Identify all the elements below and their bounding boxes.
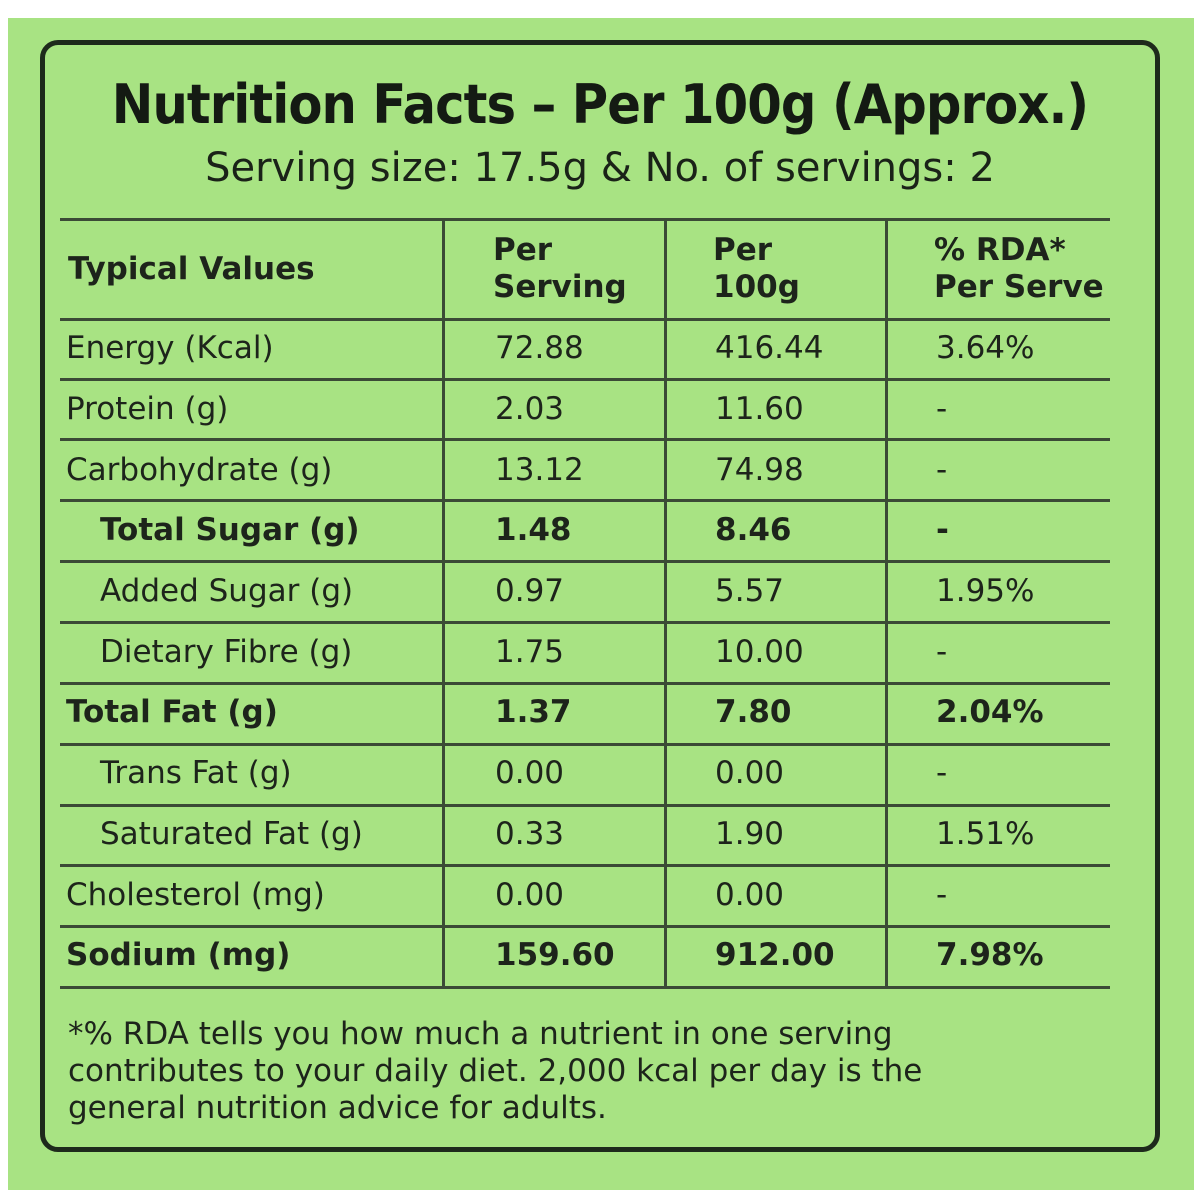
table-row: Cholesterol (mg) 0.00 0.00 - <box>60 864 1110 925</box>
nutrient-name: Total Fat (g) <box>66 694 278 731</box>
row-rule <box>60 378 1110 381</box>
per-serving-value: 72.88 <box>495 330 584 367</box>
footnote-line1: *% RDA tells you how much a nutrient in … <box>68 1016 893 1052</box>
table-row: Dietary Fibre (g) 1.75 10.00 - <box>60 621 1110 682</box>
row-rule <box>60 925 1110 928</box>
row-rule <box>60 438 1110 441</box>
rda-value: - <box>936 451 948 488</box>
table-row: Trans Fat (g) 0.00 0.00 - <box>60 743 1110 804</box>
per-100g-value: 8.46 <box>715 512 792 549</box>
per-100g-value: 74.98 <box>715 451 804 488</box>
row-rule <box>60 864 1110 867</box>
nutrient-name: Dietary Fibre (g) <box>100 633 353 670</box>
header-per-100g-line2: 100g <box>713 269 800 305</box>
per-100g-value: 0.00 <box>715 876 785 913</box>
nutrition-table: Typical Values Per Serving Per 100g % RD… <box>60 220 1110 986</box>
header-per-serving-line1: Per <box>493 232 553 268</box>
row-rule <box>60 499 1110 502</box>
header-typical-values: Typical Values <box>68 250 315 287</box>
rda-value: - <box>936 633 948 670</box>
table-header-row: Typical Values Per Serving Per 100g % RD… <box>60 220 1110 318</box>
column-divider <box>442 220 445 988</box>
nutrient-name: Carbohydrate (g) <box>66 451 333 488</box>
table-row: Energy (Kcal) 72.88 416.44 3.64% <box>60 318 1110 379</box>
rda-value: 2.04% <box>936 694 1044 731</box>
column-divider <box>885 220 888 988</box>
table-top-rule <box>60 218 1110 221</box>
table-row: Carbohydrate (g) 13.12 74.98 - <box>60 439 1110 500</box>
rda-value: 7.98% <box>936 937 1044 974</box>
per-serving-value: 1.37 <box>495 694 572 731</box>
per-serving-value: 159.60 <box>495 937 615 974</box>
nutrient-name: Protein (g) <box>66 391 229 428</box>
row-rule <box>60 743 1110 746</box>
per-serving-value: 13.12 <box>495 451 584 488</box>
table-row: Sodium (mg) 159.60 912.00 7.98% <box>60 925 1110 986</box>
nutrient-name: Saturated Fat (g) <box>100 815 363 852</box>
per-serving-value: 0.97 <box>495 573 565 610</box>
table-row: Added Sugar (g) 0.97 5.57 1.95% <box>60 561 1110 622</box>
rda-value: - <box>936 876 948 913</box>
header-rule <box>60 318 1110 321</box>
per-100g-value: 10.00 <box>715 633 804 670</box>
per-100g-value: 7.80 <box>715 694 792 731</box>
header-rda-line1: % RDA* <box>934 232 1066 268</box>
nutrient-name: Added Sugar (g) <box>100 573 354 610</box>
rda-value: 3.64% <box>936 330 1035 367</box>
per-100g-value: 5.57 <box>715 573 785 610</box>
rda-value: - <box>936 512 949 549</box>
nutrient-name: Trans Fat (g) <box>100 755 292 792</box>
header-rda: % RDA* Per Serve <box>918 220 1110 318</box>
per-100g-value: 912.00 <box>715 937 835 974</box>
per-serving-value: 1.75 <box>495 633 565 670</box>
header-per-serving-line2: Serving <box>493 269 627 305</box>
panel-title: Nutrition Facts – Per 100g (Approx.) <box>111 73 1089 136</box>
rda-value: - <box>936 755 948 792</box>
header-per-100g: Per 100g <box>697 220 918 318</box>
table-row: Saturated Fat (g) 0.33 1.90 1.51% <box>60 804 1110 865</box>
per-100g-value: 0.00 <box>715 755 785 792</box>
nutrient-name: Sodium (mg) <box>66 937 291 974</box>
nutrient-name: Total Sugar (g) <box>100 512 360 549</box>
row-rule <box>60 804 1110 807</box>
table-row: Total Sugar (g) 1.48 8.46 - <box>60 500 1110 561</box>
nutrient-name: Cholesterol (mg) <box>66 876 325 913</box>
table-row: Protein (g) 2.03 11.60 - <box>60 379 1110 440</box>
rda-value: 1.95% <box>936 573 1035 610</box>
footnote-line2: contributes to your daily diet. 2,000 kc… <box>68 1053 923 1089</box>
per-100g-value: 11.60 <box>715 391 804 428</box>
per-serving-value: 1.48 <box>495 512 572 549</box>
serving-info: Serving size: 17.5g & No. of servings: 2 <box>205 145 995 191</box>
row-rule <box>60 682 1110 685</box>
rda-footnote: *% RDA tells you how much a nutrient in … <box>68 1016 1098 1127</box>
per-serving-value: 0.00 <box>495 755 565 792</box>
column-divider <box>664 220 667 988</box>
nutrition-panel <box>40 40 1160 1152</box>
row-rule <box>60 621 1110 624</box>
header-per-100g-line1: Per <box>713 232 773 268</box>
per-serving-value: 0.33 <box>495 815 565 852</box>
per-serving-value: 0.00 <box>495 876 565 913</box>
rda-value: - <box>936 391 948 428</box>
rda-value: 1.51% <box>936 815 1035 852</box>
header-per-serving: Per Serving <box>477 220 697 318</box>
per-100g-value: 1.90 <box>715 815 785 852</box>
footnote-line3: general nutrition advice for adults. <box>68 1090 607 1126</box>
per-serving-value: 2.03 <box>495 391 565 428</box>
table-bottom-rule <box>60 986 1110 989</box>
per-100g-value: 416.44 <box>715 330 824 367</box>
header-rda-line2: Per Serve <box>934 269 1104 305</box>
table-row: Total Fat (g) 1.37 7.80 2.04% <box>60 682 1110 743</box>
nutrient-name: Energy (Kcal) <box>66 330 274 367</box>
row-rule <box>60 560 1110 563</box>
